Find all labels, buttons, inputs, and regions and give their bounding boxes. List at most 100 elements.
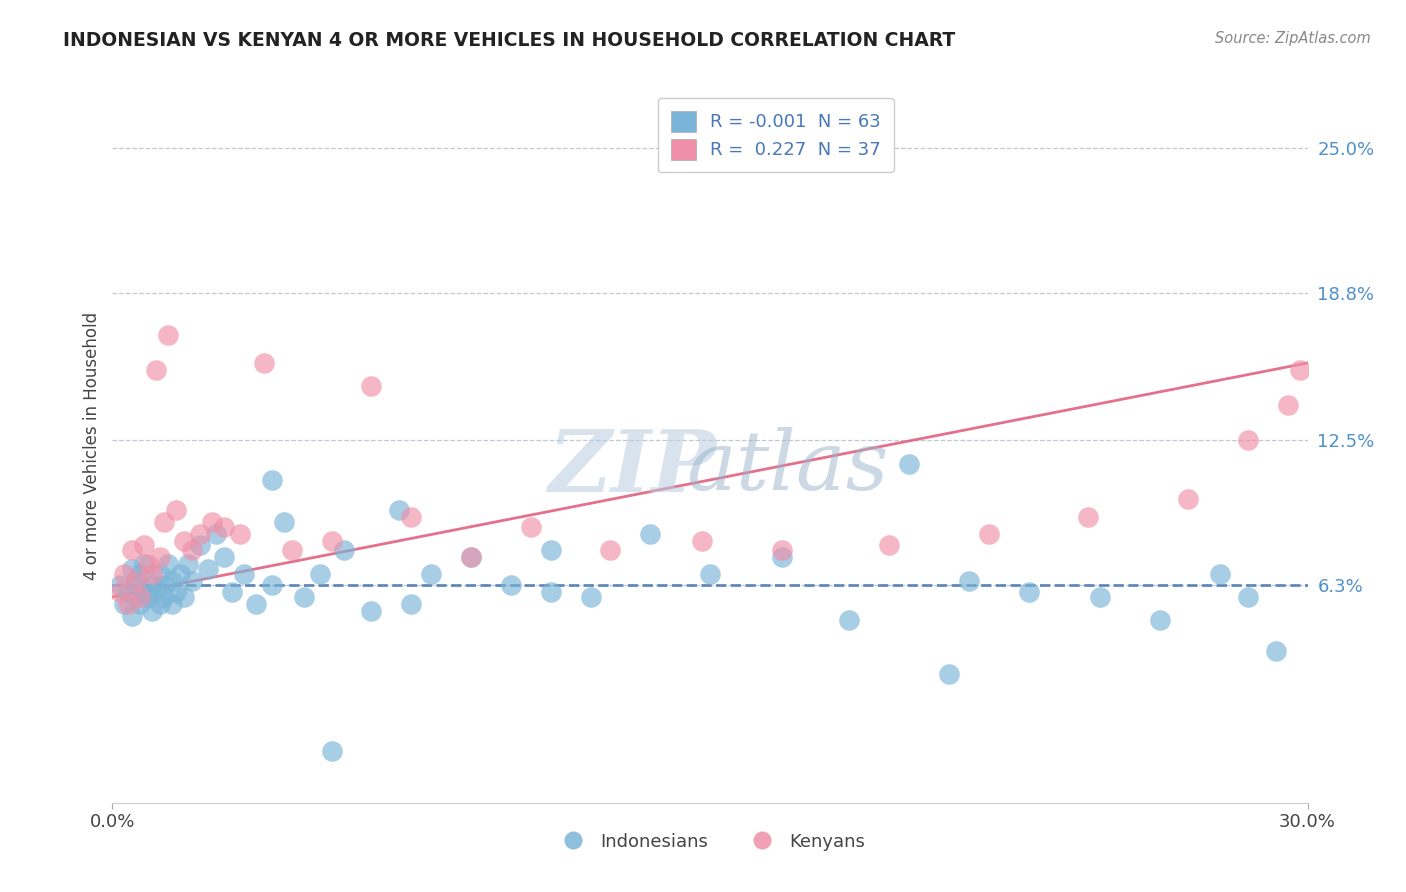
Point (690, 533, 713, 548)
Point (165, 503, 187, 517)
Point (205, 526, 228, 541)
Point (253, 356, 276, 370)
Point (162, 574, 183, 588)
Point (1090, 590, 1112, 604)
Text: atlas: atlas (686, 427, 889, 508)
Point (145, 363, 167, 377)
Point (770, 543, 793, 558)
Point (169, 566, 191, 581)
Point (640, 526, 662, 541)
Point (188, 526, 211, 541)
Point (360, 379, 382, 393)
Point (181, 574, 204, 588)
Text: ZIP: ZIP (548, 425, 716, 509)
Point (117, 597, 139, 611)
Point (134, 585, 156, 599)
Point (165, 585, 187, 599)
Point (898, 457, 921, 471)
Point (233, 566, 256, 581)
Point (879, 538, 901, 552)
Point (125, 574, 148, 588)
Point (145, 585, 167, 599)
Point (599, 543, 621, 558)
Point (141, 604, 163, 618)
Point (114, 566, 135, 581)
Point (201, 515, 224, 529)
Point (321, 533, 343, 548)
Point (149, 566, 172, 581)
Point (1277, 398, 1299, 412)
Point (292, 590, 315, 604)
Point (121, 608, 143, 623)
Point (388, 503, 411, 517)
Point (177, 557, 200, 571)
Point (141, 578, 163, 592)
Point (1209, 566, 1232, 581)
Point (138, 590, 160, 604)
Point (129, 566, 152, 581)
Point (125, 590, 148, 604)
Point (499, 578, 522, 592)
Point (281, 543, 304, 558)
Point (162, 597, 183, 611)
Point (699, 566, 721, 581)
Point (173, 590, 195, 604)
Point (1288, 363, 1310, 377)
Point (125, 574, 148, 588)
Point (221, 585, 243, 599)
Point (540, 543, 562, 558)
Point (838, 613, 860, 627)
Point (114, 597, 135, 611)
Point (260, 578, 283, 592)
Point (401, 597, 423, 611)
Point (129, 590, 152, 604)
Point (229, 526, 252, 541)
Point (321, 744, 343, 758)
Point (153, 578, 176, 592)
Point (1237, 433, 1260, 447)
Point (460, 550, 482, 565)
Point (540, 585, 562, 599)
Point (134, 538, 156, 552)
Point (121, 562, 143, 576)
Point (579, 590, 602, 604)
Point (134, 557, 156, 571)
Point (332, 543, 354, 558)
Point (117, 585, 139, 599)
Point (938, 667, 960, 681)
Point (770, 550, 793, 565)
Point (141, 566, 163, 581)
Point (1264, 644, 1286, 658)
Text: Source: ZipAtlas.com: Source: ZipAtlas.com (1215, 31, 1371, 46)
Point (1237, 590, 1260, 604)
Legend: Indonesians, Kenyans: Indonesians, Kenyans (548, 826, 872, 858)
Point (173, 533, 195, 548)
Point (260, 473, 283, 487)
Point (1018, 585, 1040, 599)
Point (360, 604, 382, 618)
Point (212, 550, 235, 565)
Point (245, 597, 267, 611)
Point (129, 597, 152, 611)
Text: INDONESIAN VS KENYAN 4 OR MORE VEHICLES IN HOUSEHOLD CORRELATION CHART: INDONESIAN VS KENYAN 4 OR MORE VEHICLES … (63, 31, 956, 50)
Point (273, 515, 295, 529)
Point (520, 519, 543, 533)
Point (157, 327, 180, 342)
Point (149, 597, 172, 611)
Point (212, 519, 235, 533)
Point (110, 578, 132, 592)
Point (1177, 491, 1199, 506)
Point (138, 557, 160, 571)
Point (308, 566, 330, 581)
Y-axis label: 4 or more Vehicles in Household: 4 or more Vehicles in Household (83, 312, 101, 580)
Point (181, 543, 204, 558)
Point (957, 574, 980, 588)
Point (157, 557, 180, 571)
Point (188, 538, 211, 552)
Point (1149, 613, 1171, 627)
Point (460, 550, 482, 565)
Point (977, 526, 1000, 541)
Point (149, 550, 172, 565)
Point (110, 585, 132, 599)
Point (1077, 510, 1099, 524)
